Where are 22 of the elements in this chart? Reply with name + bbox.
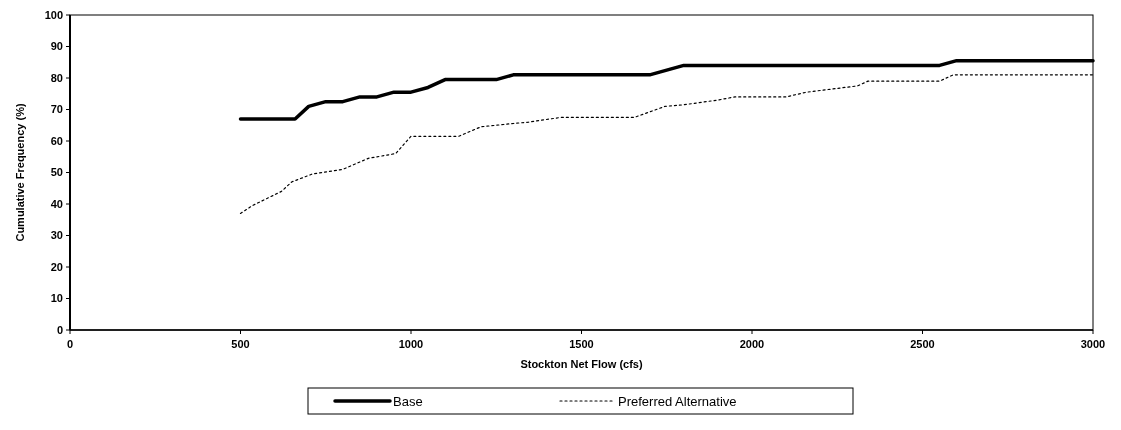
x-tick-label: 1500 bbox=[569, 338, 594, 350]
y-axis-title: Cumulative Frequency (%) bbox=[14, 103, 26, 242]
y-tick-label: 0 bbox=[56, 323, 63, 336]
x-tick-label: 2500 bbox=[910, 338, 935, 350]
y-tick-label: 60 bbox=[50, 134, 63, 147]
x-tick-label: 3000 bbox=[1080, 338, 1106, 350]
x-tick-label: 1000 bbox=[398, 338, 424, 350]
y-tick-label: 10 bbox=[50, 292, 63, 305]
x-tick-label: 500 bbox=[231, 338, 250, 350]
y-tick-label: 40 bbox=[50, 197, 63, 210]
y-tick-label: 20 bbox=[50, 260, 63, 273]
legend-label: Preferred Alternative bbox=[618, 393, 737, 409]
legend-label: Base bbox=[393, 393, 423, 409]
y-tick-label: 30 bbox=[50, 229, 63, 242]
x-tick-label: 0 bbox=[66, 338, 74, 350]
y-tick-label: 50 bbox=[50, 166, 63, 179]
y-tick-label: 90 bbox=[50, 40, 63, 53]
y-tick-label: 100 bbox=[44, 8, 63, 21]
y-tick-label: 70 bbox=[50, 103, 63, 116]
x-tick-label: 2000 bbox=[739, 338, 765, 350]
x-axis-title: Stockton Net Flow (cfs) bbox=[520, 358, 643, 370]
y-tick-label: 80 bbox=[50, 71, 63, 84]
